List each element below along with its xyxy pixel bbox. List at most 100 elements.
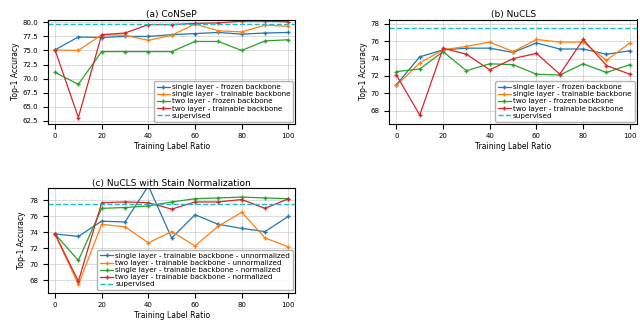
single layer - trainable backbone	[509, 50, 517, 54]
single layer - trainable backbone	[261, 23, 269, 27]
supervised	[416, 26, 424, 30]
two layer - frozen backbone	[98, 50, 106, 54]
Legend: single layer - frozen backbone, single layer - trainable backbone, two layer - f: single layer - frozen backbone, single l…	[495, 81, 635, 122]
two layer - frozen backbone	[214, 40, 222, 44]
Y-axis label: Top-1 Accuracy: Top-1 Accuracy	[11, 43, 20, 100]
single layer - frozen backbone	[121, 34, 129, 38]
two layer - frozen backbone	[556, 73, 564, 77]
two layer - trai​nable backbone - unnormalized	[238, 210, 246, 214]
Line: single layer - trainable backbone - normalized: single layer - trainable backbone - norm…	[52, 195, 291, 263]
single layer - trainable backbone - unnormalized	[51, 232, 59, 236]
X-axis label: Training Label Ratio: Training Label Ratio	[134, 142, 210, 151]
single layer - frozen backbone	[579, 47, 587, 51]
two layer - frozen backbone	[74, 82, 82, 86]
two layer - trai​nable backbone - unnormalized	[261, 236, 269, 240]
single layer - frozen backbone	[191, 32, 199, 35]
two layer - frozen backbone	[416, 67, 424, 71]
single layer - trainable backbone	[145, 38, 152, 42]
single layer - trainable backbone	[285, 24, 292, 28]
two layer - trai​nable backbone - normalized	[121, 200, 129, 204]
two layer - trai​nable backbone - normalized	[261, 206, 269, 210]
single layer - trainable backbone - normalized	[145, 204, 152, 208]
supervised	[392, 26, 400, 30]
two layer - trai​nable backbone - unnormalized	[168, 230, 175, 234]
single layer - trainable backbone - unnormalized	[261, 230, 269, 234]
two layer - trai​nable backbone - normalized	[145, 201, 152, 205]
single layer - frozen backbone	[285, 31, 292, 34]
two layer - frozen backbone	[168, 50, 175, 54]
two layer - trai​nable backbone - unnormalized	[121, 225, 129, 229]
single layer - trainable backbone - unnormalized	[98, 219, 106, 223]
Y-axis label: Top-1 Accuracy: Top-1 Accuracy	[17, 212, 26, 269]
Title: (c) NuCLS with Stain Normalization: (c) NuCLS with Stain Normalization	[92, 178, 251, 188]
single layer - frozen backbone	[392, 83, 400, 86]
two layer - frozen backbone	[439, 50, 447, 54]
single layer - frozen backbone	[439, 48, 447, 52]
single layer - trainable backbone	[439, 48, 447, 52]
single layer - trainable backbone	[191, 22, 199, 26]
two layer - trai​nable backbone - normalized	[238, 198, 246, 202]
single layer - trainable backbone - unnormalized	[121, 220, 129, 224]
single layer - frozen backbone	[238, 32, 246, 36]
Line: single layer - frozen backbone: single layer - frozen backbone	[52, 30, 291, 52]
Line: two layer - trainable backbone: two layer - trainable backbone	[52, 19, 291, 120]
single layer - trainable backbone - normalized	[191, 197, 199, 201]
single layer - trainable backbone - normalized	[51, 232, 59, 236]
two layer - frozen backbone	[191, 40, 199, 44]
two layer - trainable backbone	[463, 52, 470, 56]
two layer - trainable backbone	[579, 37, 587, 41]
single layer - frozen backbone	[214, 31, 222, 34]
two layer - frozen backbone	[261, 39, 269, 43]
single layer - trainable backbone - normalized	[285, 197, 292, 201]
single layer - trainable backbone - normalized	[261, 196, 269, 200]
two layer - trai​nable backbone - unnormalized	[98, 222, 106, 226]
two layer - frozen backbone	[392, 70, 400, 73]
two layer - trainable backbone	[145, 23, 152, 27]
single layer - trainable backbone - unnormalized	[168, 236, 175, 240]
two layer - trainable backbone	[392, 73, 400, 77]
two layer - trai​nable backbone - unnormalized	[74, 282, 82, 286]
two layer - frozen backbone	[579, 62, 587, 66]
two layer - frozen backbone	[626, 63, 634, 67]
single layer - frozen backbone	[98, 35, 106, 39]
two layer - frozen backbone	[145, 50, 152, 54]
single layer - trainable backbone - unnormalized	[214, 222, 222, 226]
supervised	[51, 202, 59, 205]
single layer - trainable backbone - unnormalized	[285, 214, 292, 218]
two layer - trainable backbone	[51, 48, 59, 52]
two layer - frozen backbone	[121, 50, 129, 54]
single layer - trainable backbone	[416, 61, 424, 65]
single layer - frozen backbone	[509, 51, 517, 55]
two layer - trainable backbone	[191, 21, 199, 25]
two layer - trainable backbone	[214, 21, 222, 25]
single layer - trainable backbone	[392, 84, 400, 87]
single layer - trainable backbone	[579, 40, 587, 44]
two layer - trai​nable backbone - normalized	[74, 279, 82, 283]
two layer - frozen backbone	[532, 72, 540, 76]
two layer - frozen backbone	[509, 63, 517, 67]
Title: (a) CoNSeP: (a) CoNSeP	[147, 10, 197, 19]
single layer - trainable backbone	[603, 58, 611, 62]
two layer - trai​nable backbone - unnormalized	[145, 241, 152, 245]
Line: two layer - trainable backbone: two layer - trainable backbone	[394, 37, 632, 117]
X-axis label: Training Label Ratio: Training Label Ratio	[475, 142, 551, 151]
single layer - frozen backbone	[168, 33, 175, 37]
single layer - trainable backbone	[74, 48, 82, 52]
supervised	[74, 22, 82, 26]
single layer - trainable backbone - normalized	[74, 258, 82, 262]
single layer - trainable backbone - normalized	[214, 196, 222, 200]
two layer - frozen backbone	[285, 38, 292, 42]
supervised	[74, 202, 82, 205]
single layer - frozen backbone	[532, 41, 540, 45]
single layer - frozen backbone	[486, 46, 493, 50]
single layer - trainable backbone - normalized	[238, 195, 246, 199]
Line: two layer - frozen backbone: two layer - frozen backbone	[394, 49, 632, 77]
Line: single layer - trainable backbone: single layer - trainable backbone	[394, 37, 632, 88]
Legend: single layer - frozen backbone, single layer - trainable backbone, two layer - f: single layer - frozen backbone, single l…	[154, 81, 293, 122]
two layer - trainable backbone	[556, 72, 564, 76]
Legend: single layer - trainable backbone - unnormalized, two layer - trai​nable backbon: single layer - trainable backbone - unno…	[97, 250, 293, 290]
single layer - trainable backbone	[486, 40, 493, 44]
two layer - trainable backbone	[509, 57, 517, 60]
single layer - frozen backbone	[145, 34, 152, 38]
Title: (b) NuCLS: (b) NuCLS	[490, 10, 536, 19]
